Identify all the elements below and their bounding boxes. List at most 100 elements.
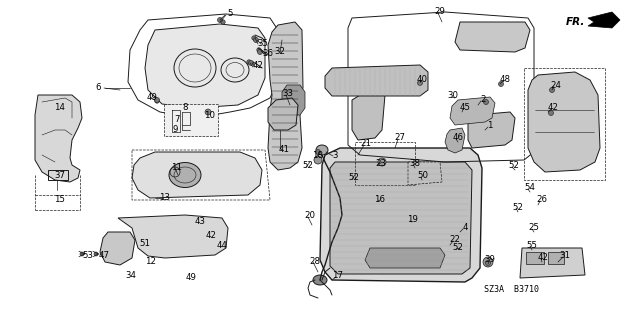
Polygon shape [164, 104, 218, 136]
Text: 17: 17 [333, 271, 344, 280]
Text: 40: 40 [417, 76, 428, 85]
Circle shape [257, 48, 261, 52]
Text: 23: 23 [376, 159, 387, 167]
Text: 43: 43 [195, 218, 205, 226]
Text: 28: 28 [310, 256, 321, 265]
Text: 42: 42 [538, 254, 548, 263]
Polygon shape [132, 152, 262, 198]
Bar [526, 252, 544, 264]
Ellipse shape [316, 145, 328, 155]
Text: 20: 20 [305, 211, 316, 220]
Polygon shape [450, 97, 495, 125]
Ellipse shape [313, 275, 327, 285]
Text: 47: 47 [99, 250, 109, 259]
Polygon shape [445, 128, 465, 153]
Text: 22: 22 [449, 235, 461, 244]
Text: 42: 42 [253, 62, 264, 70]
Text: 48: 48 [499, 76, 511, 85]
Circle shape [483, 257, 493, 267]
Text: 27: 27 [394, 133, 406, 143]
Circle shape [247, 60, 252, 64]
Text: 8: 8 [182, 103, 188, 113]
Circle shape [257, 49, 262, 55]
Circle shape [221, 20, 225, 24]
Text: 26: 26 [536, 196, 547, 204]
Text: 54: 54 [525, 183, 536, 192]
Circle shape [155, 99, 159, 103]
Text: 31: 31 [559, 251, 570, 261]
Text: 49: 49 [186, 272, 196, 281]
Text: 51: 51 [140, 239, 150, 248]
Text: 52: 52 [349, 174, 360, 182]
Polygon shape [320, 148, 482, 282]
Text: 49: 49 [147, 93, 157, 101]
Text: 32: 32 [275, 48, 285, 56]
Text: 53: 53 [83, 250, 93, 259]
Polygon shape [330, 162, 472, 274]
Text: 1: 1 [487, 122, 493, 130]
Circle shape [314, 156, 322, 164]
Text: 25: 25 [529, 224, 540, 233]
Polygon shape [528, 72, 600, 172]
Text: 41: 41 [278, 145, 289, 154]
Circle shape [550, 87, 554, 93]
Text: 29: 29 [435, 8, 445, 17]
Text: 30: 30 [447, 92, 458, 100]
Circle shape [218, 18, 223, 23]
Text: 24: 24 [550, 80, 561, 90]
Text: 35: 35 [257, 39, 269, 48]
Text: FR.: FR. [566, 17, 585, 27]
Text: 3: 3 [332, 151, 338, 160]
Text: 52: 52 [509, 161, 520, 170]
Text: 34: 34 [125, 271, 136, 279]
Text: 21: 21 [360, 139, 371, 149]
Text: 50: 50 [417, 172, 429, 181]
Circle shape [80, 252, 84, 256]
Text: 42: 42 [205, 232, 216, 241]
Text: 7: 7 [174, 115, 180, 123]
Text: 15: 15 [54, 195, 65, 204]
Polygon shape [468, 112, 515, 148]
Polygon shape [282, 85, 305, 115]
Text: 6: 6 [95, 84, 100, 93]
Circle shape [154, 98, 159, 102]
Circle shape [316, 150, 321, 154]
Text: 52: 52 [513, 203, 524, 211]
Text: 55: 55 [527, 241, 538, 249]
Circle shape [378, 158, 386, 166]
Text: 18: 18 [312, 152, 323, 160]
Circle shape [248, 61, 253, 65]
Text: 42: 42 [547, 103, 559, 113]
Circle shape [253, 38, 259, 42]
Text: 36: 36 [262, 49, 273, 58]
Polygon shape [365, 248, 445, 268]
Text: 11: 11 [172, 162, 182, 172]
Text: 19: 19 [406, 216, 417, 225]
Polygon shape [100, 232, 135, 265]
Text: 46: 46 [452, 133, 463, 143]
Circle shape [486, 261, 490, 265]
Text: 10: 10 [205, 110, 216, 120]
Ellipse shape [169, 162, 201, 188]
Text: 9: 9 [172, 124, 178, 133]
Polygon shape [455, 22, 530, 52]
Text: 4: 4 [462, 224, 468, 233]
Polygon shape [588, 12, 620, 28]
Text: 33: 33 [282, 90, 294, 99]
Text: 38: 38 [410, 159, 420, 167]
Text: 16: 16 [374, 196, 385, 204]
Circle shape [252, 36, 256, 40]
Text: 5: 5 [227, 10, 233, 19]
Circle shape [417, 80, 422, 85]
Polygon shape [325, 65, 428, 96]
Bar [48, 170, 68, 180]
Bar [548, 252, 564, 264]
Circle shape [548, 110, 554, 115]
Circle shape [483, 100, 488, 105]
Text: 2: 2 [480, 95, 486, 105]
Text: 39: 39 [484, 256, 495, 264]
Text: 52: 52 [452, 243, 463, 253]
Polygon shape [268, 22, 303, 170]
Polygon shape [145, 24, 265, 108]
Polygon shape [408, 162, 442, 185]
